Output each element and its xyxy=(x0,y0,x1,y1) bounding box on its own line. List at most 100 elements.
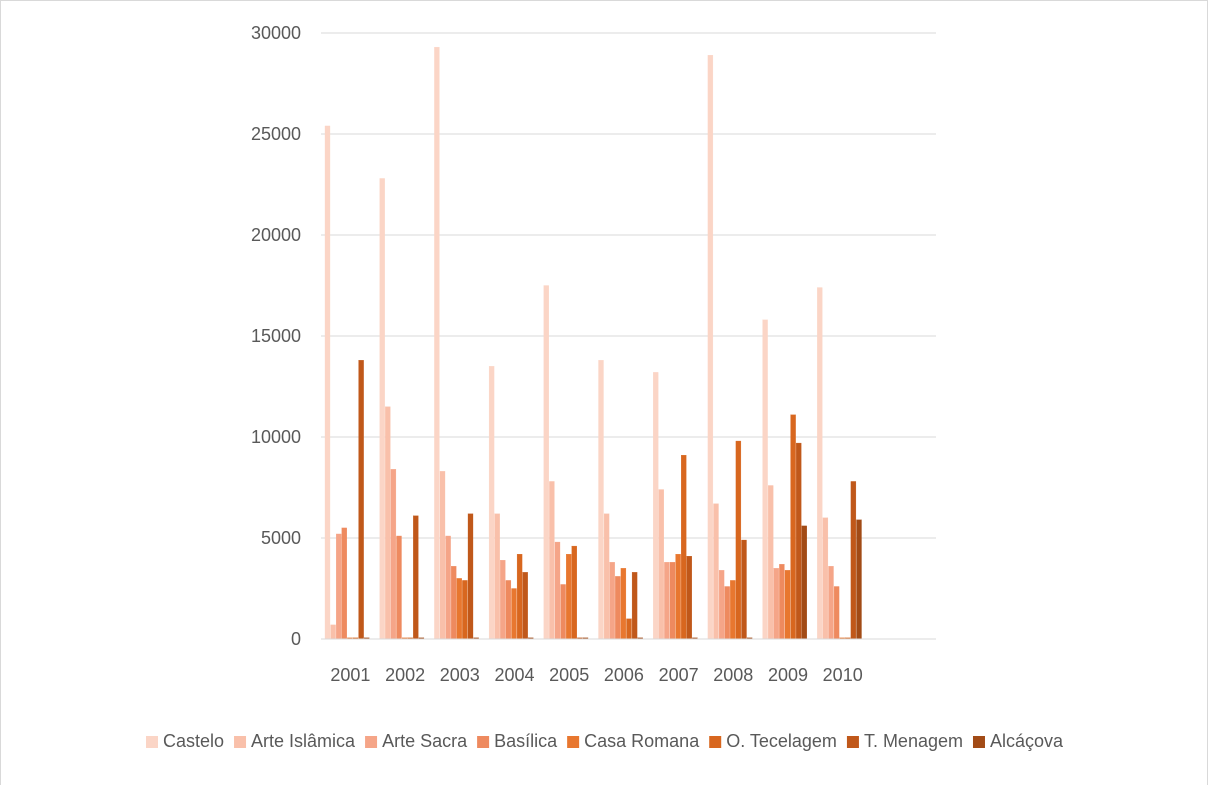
bar xyxy=(669,562,676,640)
y-tick-label: 30000 xyxy=(251,23,301,43)
bar xyxy=(707,55,714,640)
bar xyxy=(735,440,742,640)
bar xyxy=(713,503,719,640)
bar xyxy=(762,319,768,640)
legend-swatch xyxy=(567,736,580,748)
legend-label: O. Tecelagem xyxy=(726,731,837,751)
bar xyxy=(718,570,725,640)
legend-label: Arte Sacra xyxy=(382,731,468,751)
bar xyxy=(686,556,692,640)
bar xyxy=(516,554,523,640)
legend-label: Basílica xyxy=(494,731,558,751)
x-tick-label: 2003 xyxy=(440,665,480,685)
legend-item: O. Tecelagem xyxy=(709,731,837,751)
bar xyxy=(379,178,385,640)
legend-item: Alcáçova xyxy=(972,731,1064,751)
x-tick-label: 2010 xyxy=(823,665,863,685)
bar xyxy=(390,469,397,640)
legend-item: T. Menagem xyxy=(846,731,963,751)
bar xyxy=(385,406,391,640)
legend-item: Basílica xyxy=(477,731,558,751)
bar xyxy=(511,588,517,640)
bar xyxy=(451,566,457,640)
bar xyxy=(784,570,791,640)
y-tick-label: 20000 xyxy=(251,225,301,245)
bar xyxy=(626,618,632,640)
bar xyxy=(549,481,555,640)
legend-item: Arte Islâmica xyxy=(234,731,356,751)
bar xyxy=(456,578,462,640)
y-tick-label: 10000 xyxy=(251,427,301,447)
bar xyxy=(615,576,621,640)
bar xyxy=(560,584,566,640)
y-axis-ticks: 0 5000 10000 15000 20000 25000 30000 xyxy=(251,23,301,649)
bar xyxy=(779,564,785,640)
bar xyxy=(768,485,774,640)
x-tick-label: 2005 xyxy=(549,665,589,685)
bar xyxy=(522,572,528,640)
bar xyxy=(822,517,829,640)
bar xyxy=(543,285,549,640)
bar xyxy=(396,535,402,640)
x-tick-label: 2001 xyxy=(330,665,370,685)
bar xyxy=(724,586,730,640)
bar xyxy=(598,360,604,640)
legend-item: Arte Sacra xyxy=(365,731,468,751)
bar xyxy=(571,545,577,640)
y-tick-label: 15000 xyxy=(251,326,301,346)
legend-swatch xyxy=(477,736,490,748)
bar xyxy=(603,513,610,640)
legend-swatch xyxy=(709,736,722,748)
bar xyxy=(658,489,664,640)
bar xyxy=(554,541,561,640)
legend-label: T. Menagem xyxy=(864,731,963,751)
legend-swatch xyxy=(972,736,985,748)
x-tick-label: 2002 xyxy=(385,665,425,685)
bar xyxy=(741,539,747,640)
bar xyxy=(801,525,807,640)
x-tick-label: 2007 xyxy=(659,665,699,685)
bar xyxy=(488,366,495,640)
y-tick-label: 0 xyxy=(291,629,301,649)
legend-item: Castelo xyxy=(146,731,224,751)
y-tick-label: 25000 xyxy=(251,124,301,144)
bar xyxy=(462,580,468,640)
legend-label: Castelo xyxy=(163,731,224,751)
bar xyxy=(505,580,512,640)
gridlines xyxy=(321,32,936,539)
legend-item: Casa Romana xyxy=(567,731,700,751)
bar xyxy=(828,566,834,640)
bar xyxy=(631,572,638,640)
legend: Castelo Arte Islâmica Arte Sacra Basílica Ca… xyxy=(146,731,1064,751)
legend-label: Alcáçova xyxy=(990,731,1064,751)
bar xyxy=(445,535,451,640)
x-tick-label: 2009 xyxy=(768,665,808,685)
bar xyxy=(609,562,615,640)
bar xyxy=(856,519,862,640)
legend-swatch xyxy=(365,736,378,748)
bar xyxy=(413,515,419,640)
bar xyxy=(341,527,347,640)
bar xyxy=(833,586,840,640)
legend-swatch xyxy=(234,736,247,748)
x-tick-label: 2008 xyxy=(713,665,753,685)
x-axis-ticks: 2001 2002 2003 2004 2005 2006 2007 2008 2009 2010 xyxy=(330,665,862,685)
bar xyxy=(500,560,506,640)
legend-label: Arte Islâmica xyxy=(251,731,356,751)
bar xyxy=(675,554,681,640)
bar xyxy=(850,481,857,640)
legend-swatch xyxy=(146,736,158,748)
bar xyxy=(336,533,342,640)
legend-label: Casa Romana xyxy=(584,731,700,751)
bar xyxy=(730,580,736,640)
bar xyxy=(773,568,779,640)
bar xyxy=(653,372,659,640)
y-tick-label: 5000 xyxy=(261,528,301,548)
bar xyxy=(494,513,500,640)
bar xyxy=(796,442,802,640)
bar xyxy=(439,471,446,640)
bar xyxy=(681,455,687,640)
bar xyxy=(330,624,336,640)
bar xyxy=(790,414,796,640)
